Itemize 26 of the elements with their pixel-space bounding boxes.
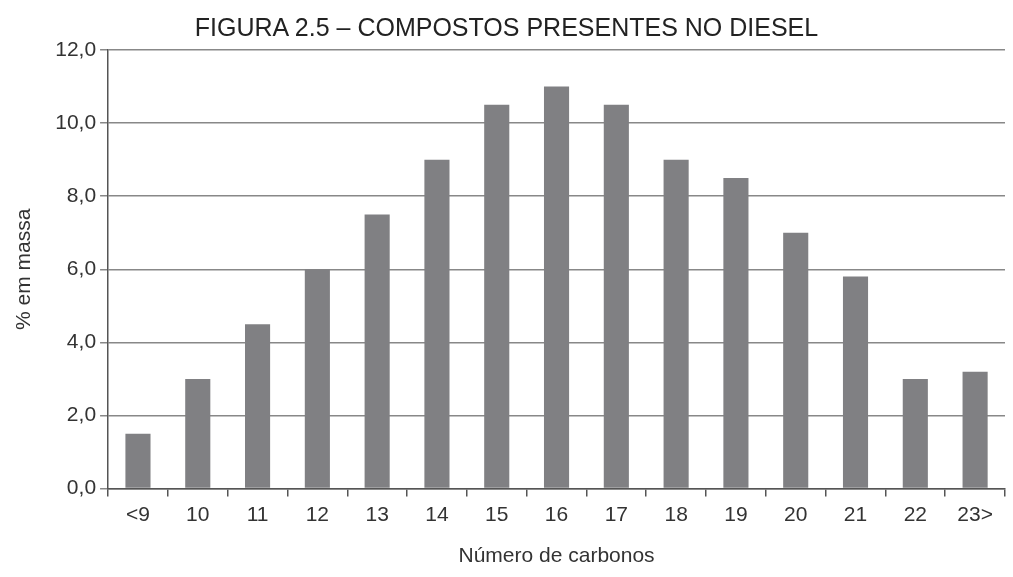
x-tick-label: 20 xyxy=(784,502,808,525)
y-tick-label: 10,0 xyxy=(55,109,97,133)
x-tick-label: 18 xyxy=(664,502,688,525)
x-tick-label: 14 xyxy=(425,502,449,525)
x-tick-label: 17 xyxy=(604,502,629,525)
x-tick-label: 23> xyxy=(957,502,993,525)
y-tick-label: 2,0 xyxy=(66,402,97,426)
x-tick-label: 12 xyxy=(305,502,330,525)
x-tick-label: 15 xyxy=(485,502,509,525)
y-tick-label: 6,0 xyxy=(66,256,97,280)
x-tick-label: 13 xyxy=(365,502,389,525)
x-tick-label: 19 xyxy=(724,502,748,525)
x-tick-label: 22 xyxy=(903,502,927,525)
y-tick-label: 8,0 xyxy=(66,183,97,206)
x-tick-label: 10 xyxy=(186,502,210,525)
x-tick-label: 11 xyxy=(246,502,269,525)
y-tick-label: 0,0 xyxy=(66,475,97,499)
x-tick-label: 16 xyxy=(544,502,569,525)
chart-title: FIGURA 2.5 – COMPOSTOS PRESENTES NO DIESEL xyxy=(194,12,819,41)
bar xyxy=(125,433,151,488)
x-tick-label: <9 xyxy=(125,502,150,525)
y-axis-title: % em massa xyxy=(11,208,35,330)
x-axis-title: Número de carbonos xyxy=(458,543,655,567)
y-tick-label: 12,0 xyxy=(55,36,97,60)
y-tick-label: 4,0 xyxy=(66,329,97,353)
x-tick-label: 21 xyxy=(843,502,868,525)
